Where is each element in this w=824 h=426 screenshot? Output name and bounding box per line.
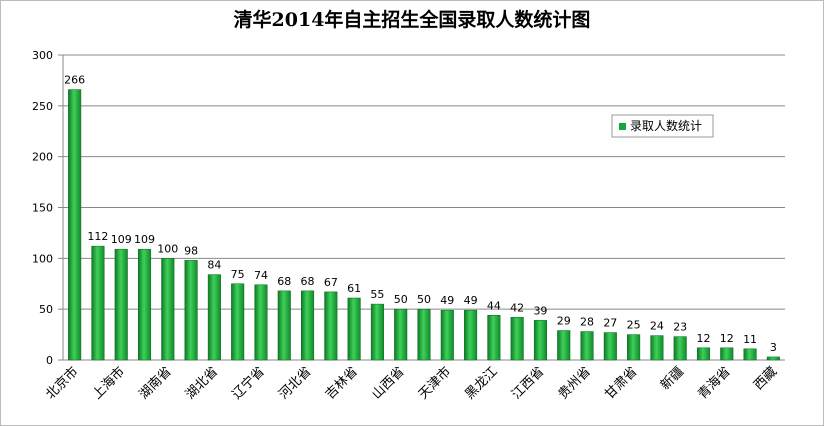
- legend-label: 录取人数统计: [630, 118, 702, 133]
- data-label: 61: [347, 282, 361, 295]
- bar: [91, 245, 105, 361]
- data-label: 67: [324, 276, 338, 289]
- bar: [696, 347, 711, 361]
- bar: [673, 336, 687, 361]
- bar: [440, 309, 454, 361]
- bar: [68, 89, 82, 361]
- y-tick-label: 50: [39, 303, 53, 316]
- data-label: 23: [673, 321, 687, 334]
- bar: [347, 297, 361, 361]
- bar: [394, 308, 408, 361]
- bar: [301, 290, 315, 361]
- data-label: 12: [720, 332, 734, 345]
- bar: [720, 347, 734, 361]
- bar: [207, 274, 221, 361]
- bar: [370, 303, 384, 361]
- data-label: 68: [301, 275, 315, 288]
- bar: [766, 356, 780, 361]
- data-label: 55: [370, 288, 384, 301]
- bar: [557, 330, 571, 361]
- bar: [580, 331, 594, 361]
- data-label: 44: [487, 299, 501, 312]
- y-tick-label: 250: [32, 100, 53, 113]
- data-label: 49: [464, 294, 478, 307]
- chart-title: 清华2014年自主招生全国录取人数统计图: [234, 8, 591, 31]
- bar: [533, 320, 547, 361]
- data-label: 49: [440, 294, 454, 307]
- data-label: 84: [207, 259, 221, 272]
- bar: [114, 248, 128, 361]
- data-label: 50: [417, 293, 431, 306]
- data-label: 112: [87, 230, 108, 243]
- data-label: 75: [231, 268, 245, 281]
- bar: [487, 315, 501, 361]
- y-tick-label: 100: [32, 252, 53, 265]
- data-label: 39: [533, 304, 547, 317]
- data-label: 27: [603, 317, 617, 330]
- data-label: 100: [157, 242, 178, 255]
- bar: [510, 317, 524, 361]
- data-label: 25: [627, 319, 641, 332]
- y-tick-label: 300: [32, 49, 53, 62]
- legend-swatch: [619, 123, 626, 130]
- y-tick-label: 200: [32, 151, 53, 164]
- data-label: 109: [111, 233, 132, 246]
- y-tick-label: 150: [32, 202, 53, 215]
- bar: [603, 332, 617, 361]
- data-label: 11: [743, 333, 757, 346]
- y-tick-label: 0: [46, 354, 53, 367]
- bar: [743, 348, 757, 361]
- bar: [137, 248, 152, 361]
- legend-box: [611, 114, 714, 138]
- bar: [464, 309, 478, 361]
- data-label: 74: [254, 269, 268, 282]
- bar: [161, 258, 175, 361]
- bar: [184, 260, 198, 361]
- bar: [417, 308, 431, 361]
- bar: [627, 334, 641, 361]
- data-label: 29: [557, 315, 571, 328]
- data-label: 24: [650, 320, 664, 333]
- data-label: 3: [770, 341, 777, 354]
- data-label: 28: [580, 316, 594, 329]
- data-label: 266: [64, 74, 85, 87]
- data-label: 50: [394, 293, 408, 306]
- data-label: 42: [510, 301, 524, 314]
- bar: [650, 335, 664, 361]
- bar: [231, 283, 245, 361]
- bar: [277, 290, 291, 361]
- data-label: 68: [277, 275, 291, 288]
- bar: [254, 284, 268, 361]
- data-label: 12: [696, 332, 710, 345]
- bar: [324, 291, 338, 361]
- data-label: 98: [184, 244, 198, 257]
- data-label: 109: [134, 233, 155, 246]
